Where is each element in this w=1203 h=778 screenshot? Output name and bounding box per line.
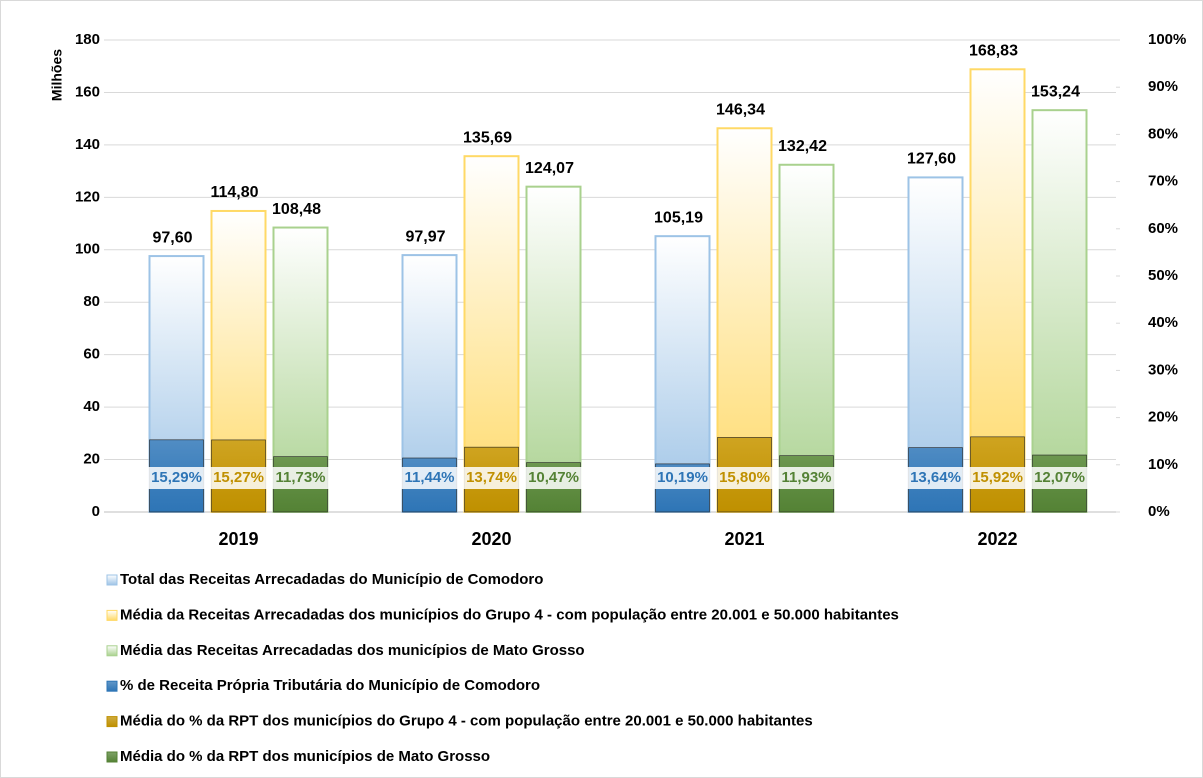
y-tick-label: 80: [83, 293, 100, 310]
y-tick-label: 100: [75, 241, 100, 258]
legend-label: Média das Receitas Arrecadadas dos munic…: [120, 642, 585, 659]
data-label: 168,83: [969, 43, 1018, 60]
y2-tick-label: 10%: [1148, 456, 1178, 473]
x-tick-label: 2021: [724, 529, 764, 549]
legend-label: Média do % da RPT dos municípios de Mato…: [120, 748, 490, 765]
data-label: 11,93%: [781, 469, 831, 486]
y2-tick-label: 100%: [1148, 31, 1186, 48]
data-label: 11,73%: [275, 469, 325, 486]
y-tick-label: 0: [92, 503, 100, 520]
data-label: 105,19: [654, 209, 703, 226]
y2-tick-label: 20%: [1148, 409, 1178, 426]
y-tick-label: 160: [75, 83, 100, 100]
data-label: 11,44%: [404, 469, 454, 486]
data-label-bg: [270, 467, 331, 489]
legend-label: % de Receita Própria Tributária do Munic…: [120, 677, 540, 694]
data-label: 97,60: [152, 229, 192, 246]
data-label: 146,34: [716, 101, 765, 118]
legend-swatch: [106, 645, 118, 657]
legend-swatch: [106, 609, 118, 621]
data-label-bg: [523, 467, 584, 489]
y-tick-label: 120: [75, 188, 100, 205]
data-label-bg: [146, 467, 207, 489]
data-label: 10,47%: [528, 469, 579, 486]
legend-label: Total das Receitas Arrecadadas do Municí…: [120, 571, 543, 588]
y2-tick-label: 80%: [1148, 125, 1178, 142]
data-label: 108,48: [272, 201, 321, 218]
legend-swatch: [106, 680, 118, 692]
y2-tick-label: 90%: [1148, 78, 1178, 95]
legend-swatch: [106, 751, 118, 763]
data-label-bg: [714, 467, 775, 489]
bar: [778, 163, 835, 514]
y-tick-label: 140: [75, 136, 100, 153]
data-label-bg: [652, 467, 713, 489]
y2-tick-label: 30%: [1148, 361, 1178, 378]
legend-label: Média da Receitas Arrecadadas dos municí…: [120, 606, 899, 623]
data-label: 12,07%: [1034, 469, 1085, 486]
y2-tick-label: 60%: [1148, 220, 1178, 237]
data-label: 15,80%: [719, 469, 770, 486]
x-tick-label: 2020: [471, 529, 511, 549]
y-tick-label: 40: [83, 398, 100, 415]
data-label-bg: [776, 467, 837, 489]
data-label: 153,24: [1031, 83, 1080, 100]
data-label-bg: [208, 467, 269, 489]
bar: [525, 185, 582, 513]
data-label-bg: [399, 467, 460, 489]
y-tick-label: 20: [83, 451, 100, 468]
data-label-bg: [1029, 467, 1090, 489]
y2-tick-label: 0%: [1148, 503, 1170, 520]
data-label: 15,92%: [972, 469, 1023, 486]
legend-label: Média do % da RPT dos municípios do Grup…: [120, 713, 813, 730]
y-tick-label: 180: [75, 31, 100, 48]
bar: [1031, 109, 1088, 514]
data-label: 13,64%: [910, 469, 961, 486]
data-label: 97,97: [405, 228, 445, 245]
y2-tick-label: 50%: [1148, 267, 1178, 284]
x-tick-label: 2022: [977, 529, 1017, 549]
y-axis-label: Milhões: [49, 49, 65, 101]
x-tick-label: 2019: [218, 529, 258, 549]
data-label: 13,74%: [466, 469, 517, 486]
legend-swatch: [106, 716, 118, 728]
data-label-bg: [461, 467, 522, 489]
data-label: 127,60: [907, 151, 956, 168]
data-label: 15,27%: [213, 469, 264, 486]
legend-swatch: [106, 574, 118, 586]
data-label: 132,42: [778, 138, 827, 155]
data-label: 15,29%: [151, 469, 202, 486]
data-label: 124,07: [525, 160, 574, 177]
y2-tick-label: 40%: [1148, 314, 1178, 331]
y-tick-label: 60: [83, 346, 100, 363]
data-label: 10,19%: [657, 469, 708, 486]
data-label: 135,69: [463, 129, 512, 146]
data-label-bg: [905, 467, 966, 489]
y2-tick-label: 70%: [1148, 173, 1178, 190]
data-label: 114,80: [210, 184, 258, 201]
data-label-bg: [967, 467, 1028, 489]
